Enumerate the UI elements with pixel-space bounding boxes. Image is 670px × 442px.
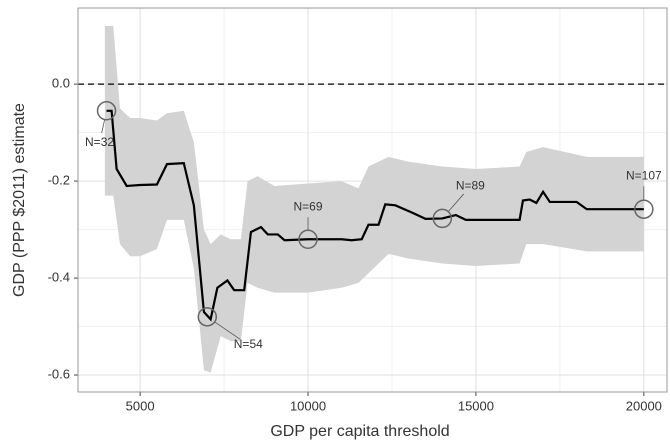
annotation-label: N=107 — [626, 168, 662, 182]
annotation-circle — [634, 199, 654, 219]
annotation-circle — [298, 229, 318, 250]
y-tick-label: -0.2 — [48, 173, 70, 188]
annotation-label: N=32 — [85, 135, 114, 149]
leader-line — [214, 321, 241, 340]
annotation-circle — [197, 307, 218, 327]
annotation-label: N=89 — [456, 179, 485, 193]
annotation-circle — [96, 101, 117, 121]
annotation-circle — [432, 208, 453, 229]
y-axis-label: GDP (PPP $2011) estimate — [11, 103, 28, 297]
y-tick-label: -0.4 — [48, 269, 70, 284]
leader-line — [447, 193, 465, 212]
x-tick-label: 15000 — [458, 398, 494, 413]
y-tick-label: -0.6 — [48, 366, 70, 381]
annotation-label: N=69 — [294, 199, 323, 213]
annotation-label: N=54 — [234, 337, 263, 351]
plot-border — [77, 7, 668, 393]
x-tick-label: 5000 — [126, 398, 155, 413]
x-tick-label: 20000 — [626, 398, 662, 413]
line — [106, 109, 644, 322]
leader-line — [101, 119, 106, 134]
y-tick-label: 0.0 — [52, 76, 70, 91]
x-tick-label: 10000 — [290, 398, 326, 413]
x-axis-label: GDP per capita threshold — [270, 423, 449, 440]
confidence-band — [104, 25, 644, 373]
